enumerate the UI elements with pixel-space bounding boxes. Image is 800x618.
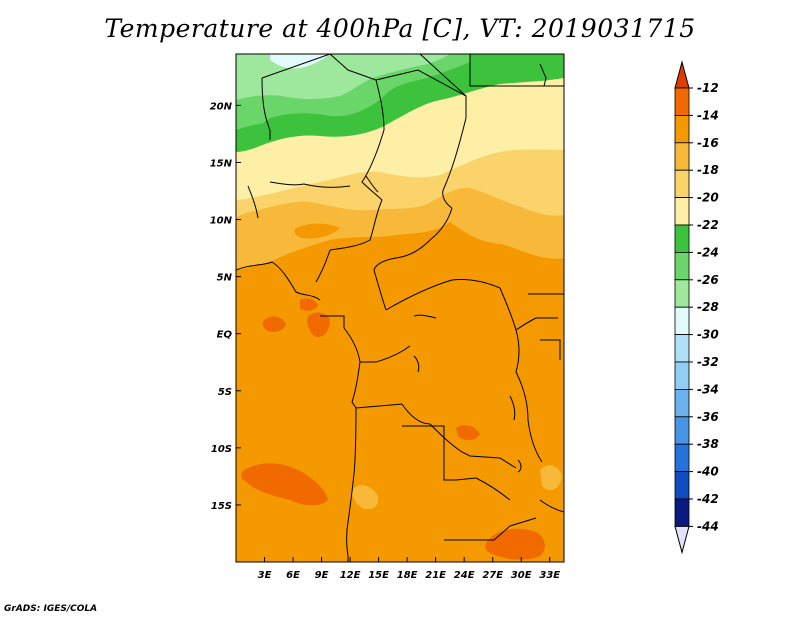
- colorbar-label: -34: [697, 382, 719, 396]
- colorbar-swatch: [674, 361, 690, 390]
- colorbar-swatch: [674, 443, 690, 473]
- colorbar-swatch: [674, 471, 690, 500]
- colorbar-label: -18: [697, 163, 719, 177]
- colorbar-label: -14: [697, 108, 719, 122]
- region-band-14-patch-bioko: [300, 298, 318, 311]
- colorbar-label: -38: [697, 437, 719, 451]
- colorbar-swatch: [674, 306, 690, 336]
- y-tick-label: 15S: [211, 501, 232, 512]
- colorbar-label: -32: [697, 355, 719, 369]
- colorbar-label: -22: [697, 218, 719, 232]
- colorbar-label: -40: [697, 465, 719, 479]
- colorbar-top-arrow: [674, 60, 690, 89]
- x-tick-label: 27E: [482, 570, 503, 581]
- grads-credit: GrADS: IGES/COLA: [4, 604, 98, 614]
- chart-title: Temperature at 400hPa [C], VT: 201903171…: [104, 14, 696, 43]
- colorbar-bottom-arrow: [674, 525, 690, 555]
- colorbar-swatch: [674, 224, 690, 253]
- x-tick-label: 18E: [397, 570, 418, 581]
- region-band-14-patch-angola: [456, 425, 480, 441]
- y-tick-label: 10N: [210, 216, 233, 227]
- y-tick-label: 20N: [210, 101, 233, 112]
- x-tick-label: 33E: [539, 570, 560, 581]
- colorbar-swatch: [674, 115, 690, 144]
- y-tick-label: 10S: [211, 444, 232, 455]
- colorbar-label: -28: [697, 300, 719, 314]
- y-tick-label: EQ: [217, 330, 233, 341]
- x-tick-label: 15E: [368, 570, 389, 581]
- colorbar-label: -20: [697, 191, 719, 205]
- colorbar: -12 -14 -16 -18 -20 -22 -24 -26 -28 -30 -32 -34 -36 -…: [674, 60, 719, 555]
- colorbar-swatch: [674, 416, 690, 445]
- region-band-14-patch-guinea: [262, 316, 286, 332]
- y-axis: 20N 15N 10N 5N EQ 5S 10S 15S: [210, 101, 241, 512]
- colorbar-label: -16: [697, 136, 719, 150]
- region-band-14-patch-south: [485, 528, 545, 560]
- x-tick-label: 24E: [454, 570, 475, 581]
- x-tick-label: 3E: [258, 570, 272, 581]
- region-band-14-patch-atlantic: [241, 463, 328, 506]
- x-tick-label: 21E: [425, 570, 446, 581]
- colorbar-label: -24: [697, 245, 719, 259]
- colorbar-label: -30: [697, 328, 719, 342]
- region-band-16-patch: [294, 223, 340, 239]
- region-band-24-strip: [260, 93, 400, 136]
- colorbar-label: -26: [697, 273, 719, 287]
- colorbar-swatch: [674, 251, 690, 281]
- colorbar-swatch: [674, 498, 690, 527]
- colorbar-swatch: [674, 279, 690, 308]
- region-band-18-patch-southeast: [540, 465, 562, 491]
- colorbar-swatch: [674, 169, 690, 198]
- x-tick-label: 12E: [340, 570, 361, 581]
- region-band-30: [270, 54, 330, 69]
- y-tick-label: 5N: [217, 273, 233, 284]
- country-boundaries: [236, 54, 564, 562]
- colorbar-label: -36: [697, 410, 719, 424]
- x-tick-label: 9E: [315, 570, 329, 581]
- colorbar-label: -12: [697, 81, 719, 95]
- map-frame: [235, 53, 565, 563]
- x-axis: 3E 6E 9E 12E 15E 18E 21E 24E 27E 30E 33E: [258, 557, 560, 581]
- y-tick-label: 5S: [218, 387, 232, 398]
- colorbar-swatch: [674, 87, 690, 116]
- colorbar-swatch: [674, 197, 690, 226]
- colorbar-swatch: [674, 142, 690, 171]
- colorbar-label: -42: [697, 492, 719, 506]
- y-tick-label: 15N: [210, 158, 233, 169]
- temperature-map: [236, 54, 564, 562]
- colorbar-swatch: [674, 388, 690, 418]
- colorbar-swatch: [674, 334, 690, 363]
- region-band-14-patch-gabon-coast: [307, 312, 330, 338]
- x-tick-label: 6E: [286, 570, 300, 581]
- region-band-18-patch-south: [352, 485, 379, 510]
- x-tick-label: 30E: [511, 570, 532, 581]
- colorbar-label: -44: [697, 519, 719, 533]
